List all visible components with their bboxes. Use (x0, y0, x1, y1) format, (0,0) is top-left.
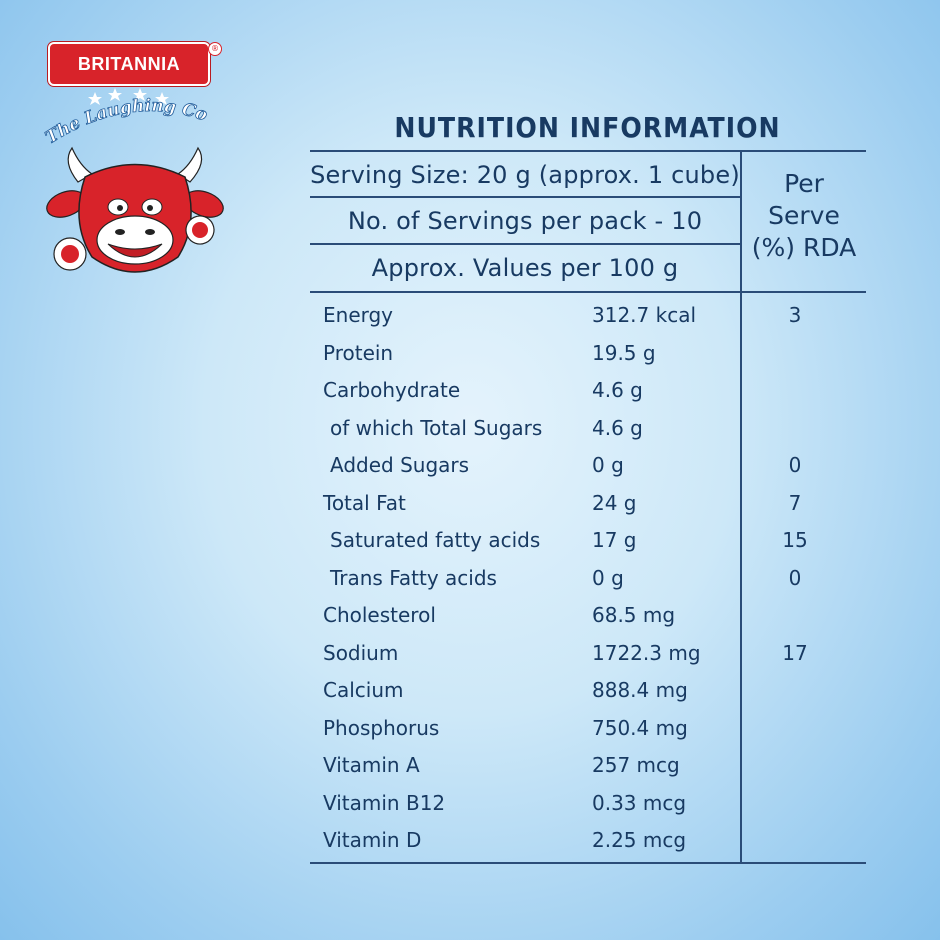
nutrient-rda: 15 (782, 528, 808, 552)
nutrient-value: 0.33 mcg (592, 791, 687, 815)
header-rule-1 (310, 196, 740, 198)
nutrient-name: Vitamin A (323, 753, 420, 777)
nutrient-name: of which Total Sugars (330, 416, 543, 440)
nutrient-name: Carbohydrate (323, 378, 461, 402)
laughing-cow-wordmark: The Laughing Cow (40, 82, 210, 149)
table-row: Trans Fatty acids 0 g 0 (310, 560, 866, 597)
table-row: Cholesterol 68.5 mg (310, 597, 866, 634)
nutrient-name: Sodium (323, 641, 399, 665)
nutrient-name: Calcium (323, 678, 404, 702)
table-row: Vitamin B12 0.33 mcg (310, 785, 866, 822)
rda-header-line: Serve (768, 201, 840, 230)
nutrient-value: 750.4 mg (592, 716, 688, 740)
britannia-badge: BRITANNIA (48, 42, 210, 86)
table-bottom-rule (310, 862, 866, 864)
nutrient-name: Vitamin B12 (323, 791, 446, 815)
rda-header-line: Per (784, 169, 824, 198)
svg-text:The Laughing Cow: The Laughing Cow (40, 82, 210, 148)
nutrient-name: Total Fat (323, 491, 406, 515)
header-rule-2 (310, 243, 740, 245)
nutrient-value: 312.7 kcal (592, 303, 697, 327)
nutrient-rda: 7 (788, 491, 802, 515)
table-row: Saturated fatty acids 17 g 15 (310, 522, 866, 559)
table-row: Vitamin D 2.25 mcg (310, 822, 866, 859)
table-row: Added Sugars 0 g 0 (310, 447, 866, 484)
nutrient-name: Phosphorus (323, 716, 440, 740)
nutrient-value: 2.25 mcg (592, 828, 687, 852)
table-row: Energy 312.7 kcal 3 (310, 297, 866, 334)
nutrient-value: 4.6 g (592, 416, 643, 440)
nutrient-value: 4.6 g (592, 378, 643, 402)
table-row: Sodium 1722.3 mg 17 (310, 635, 866, 672)
column-divider (740, 150, 742, 864)
nutrient-value: 1722.3 mg (592, 641, 701, 665)
nutrient-rda: 0 (788, 453, 802, 477)
table-top-rule (310, 150, 866, 152)
nutrient-value: 257 mcg (592, 753, 680, 777)
nutrition-table: Serving Size: 20 g (approx. 1 cube) No. … (310, 150, 866, 864)
nutrient-value: 0 g (592, 566, 624, 590)
nutrient-value: 17 g (592, 528, 637, 552)
nutrient-rda: 17 (782, 641, 808, 665)
registered-mark-icon: ® (208, 42, 222, 56)
brand-logo: BRITANNIA ® The Laughing Cow (40, 40, 230, 280)
table-row: Vitamin A 257 mcg (310, 747, 866, 784)
nutrient-name: Added Sugars (330, 453, 470, 477)
nutrient-value: 24 g (592, 491, 637, 515)
nutrient-value: 19.5 g (592, 341, 656, 365)
laughing-cow-logo: The Laughing Cow (40, 82, 224, 273)
rda-header-line: (%) RDA (751, 233, 857, 262)
nutrient-name: Saturated fatty acids (330, 528, 541, 552)
star-icon (88, 88, 169, 105)
servings-per-pack: No. of Servings per pack - 10 (347, 207, 703, 235)
nutrient-rda: 0 (788, 566, 802, 590)
table-row: Calcium 888.4 mg (310, 672, 866, 709)
values-per-100g: Approx. Values per 100 g (371, 254, 679, 282)
nutrient-name: Cholesterol (323, 603, 436, 627)
nutrient-name: Vitamin D (323, 828, 422, 852)
nutrient-name: Trans Fatty acids (330, 566, 497, 590)
table-row: Carbohydrate 4.6 g (310, 372, 866, 409)
earring-icon (53, 215, 215, 271)
serving-size: Serving Size: 20 g (approx. 1 cube) (310, 161, 740, 189)
table-row: Protein 19.5 g (310, 335, 866, 372)
table-row: Phosphorus 750.4 mg (310, 710, 866, 747)
nutrient-value: 0 g (592, 453, 624, 477)
header-bottom-rule (310, 291, 866, 293)
table-row: Total Fat 24 g 7 (310, 485, 866, 522)
nutrient-name: Energy (323, 303, 394, 327)
nutrient-rda: 3 (788, 303, 802, 327)
nutrient-name: Protein (323, 341, 394, 365)
nutrient-value: 888.4 mg (592, 678, 688, 702)
rda-column-header: Per Serve (%) RDA (742, 168, 866, 264)
table-row: of which Total Sugars 4.6 g (310, 410, 866, 447)
page-title: NUTRITION INFORMATION (394, 111, 781, 144)
nutrient-value: 68.5 mg (592, 603, 676, 627)
